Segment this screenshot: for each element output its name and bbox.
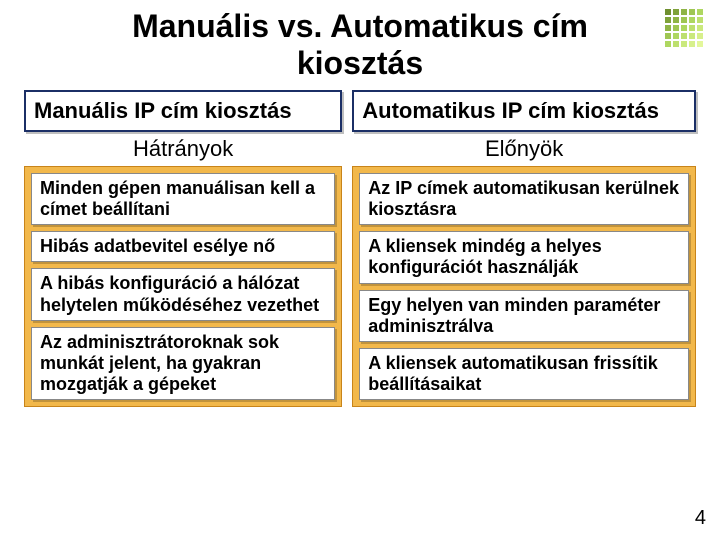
dot-icon <box>681 17 687 23</box>
dot-icon <box>673 41 679 47</box>
decorative-dot-grid <box>664 8 704 48</box>
dot-row <box>664 8 704 16</box>
left-subheader: Hátrányok <box>24 136 342 162</box>
columns: Manuális IP cím kiosztás Hátrányok Minde… <box>24 90 696 408</box>
list-item: A kliensek automatikusan frissítik beáll… <box>359 348 689 400</box>
slide-title: Manuális vs. Automatikus cím kiosztás <box>24 8 696 82</box>
list-item: Egy helyen van minden paraméter adminisz… <box>359 290 689 342</box>
slide: Manuális vs. Automatikus cím kiosztás Ma… <box>0 0 720 540</box>
list-item: A hibás konfiguráció a hálózat helytelen… <box>31 268 335 320</box>
dot-icon <box>681 9 687 15</box>
list-item: Hibás adatbevitel esélye nő <box>31 231 335 262</box>
page-number: 4 <box>695 507 706 530</box>
dot-icon <box>689 17 695 23</box>
dot-icon <box>673 17 679 23</box>
right-body: Az IP címek automatikusan kerülnek kiosz… <box>352 166 696 408</box>
dot-icon <box>697 25 703 31</box>
dot-icon <box>697 9 703 15</box>
dot-icon <box>673 9 679 15</box>
dot-icon <box>689 33 695 39</box>
dot-icon <box>689 9 695 15</box>
list-item: A kliensek mindég a helyes konfigurációt… <box>359 231 689 283</box>
dot-icon <box>665 25 671 31</box>
dot-icon <box>681 33 687 39</box>
dot-icon <box>665 9 671 15</box>
dot-row <box>664 24 704 32</box>
list-item: Az adminisztrátoroknak sok munkát jelent… <box>31 327 335 401</box>
dot-icon <box>681 41 687 47</box>
dot-icon <box>665 41 671 47</box>
left-header: Manuális IP cím kiosztás <box>24 90 342 132</box>
dot-icon <box>673 25 679 31</box>
list-item: Minden gépen manuálisan kell a címet beá… <box>31 173 335 225</box>
dot-icon <box>689 25 695 31</box>
dot-icon <box>681 25 687 31</box>
dot-icon <box>665 17 671 23</box>
dot-icon <box>673 33 679 39</box>
dot-icon <box>689 41 695 47</box>
dot-row <box>664 32 704 40</box>
dot-icon <box>697 17 703 23</box>
left-column: Manuális IP cím kiosztás Hátrányok Minde… <box>24 90 342 408</box>
dot-row <box>664 40 704 48</box>
right-subheader: Előnyök <box>352 136 696 162</box>
list-item: Az IP címek automatikusan kerülnek kiosz… <box>359 173 689 225</box>
right-header: Automatikus IP cím kiosztás <box>352 90 696 132</box>
left-body: Minden gépen manuálisan kell a címet beá… <box>24 166 342 408</box>
right-column: Automatikus IP cím kiosztás Előnyök Az I… <box>352 90 696 408</box>
dot-row <box>664 16 704 24</box>
dot-icon <box>697 41 703 47</box>
dot-icon <box>665 33 671 39</box>
dot-icon <box>697 33 703 39</box>
